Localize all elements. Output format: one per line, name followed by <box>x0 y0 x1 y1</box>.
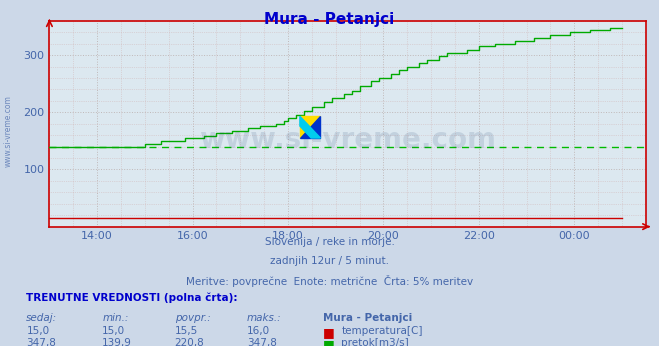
Text: 15,0: 15,0 <box>102 326 125 336</box>
Polygon shape <box>300 116 320 138</box>
Text: Meritve: povprečne  Enote: metrične  Črta: 5% meritev: Meritve: povprečne Enote: metrične Črta:… <box>186 275 473 287</box>
Text: www.si-vreme.com: www.si-vreme.com <box>199 126 496 154</box>
Text: Slovenija / reke in morje.: Slovenija / reke in morje. <box>264 237 395 247</box>
Text: povpr.:: povpr.: <box>175 313 210 323</box>
Text: Mura - Petanjci: Mura - Petanjci <box>323 313 412 323</box>
Text: TRENUTNE VREDNOSTI (polna črta):: TRENUTNE VREDNOSTI (polna črta): <box>26 292 238 303</box>
Text: 347,8: 347,8 <box>26 338 56 346</box>
Text: min.:: min.: <box>102 313 129 323</box>
Text: 15,0: 15,0 <box>26 326 49 336</box>
Text: pretok[m3/s]: pretok[m3/s] <box>341 338 409 346</box>
Text: zadnjih 12ur / 5 minut.: zadnjih 12ur / 5 minut. <box>270 256 389 266</box>
Polygon shape <box>300 116 320 138</box>
Text: ■: ■ <box>323 338 335 346</box>
Text: 220,8: 220,8 <box>175 338 204 346</box>
Text: temperatura[C]: temperatura[C] <box>341 326 423 336</box>
Text: maks.:: maks.: <box>247 313 282 323</box>
Text: sedaj:: sedaj: <box>26 313 57 323</box>
Text: www.si-vreme.com: www.si-vreme.com <box>3 95 13 167</box>
Text: 15,5: 15,5 <box>175 326 198 336</box>
Polygon shape <box>300 116 320 138</box>
Text: 347,8: 347,8 <box>247 338 277 346</box>
Text: 16,0: 16,0 <box>247 326 270 336</box>
Text: ■: ■ <box>323 326 335 339</box>
Text: Mura - Petanjci: Mura - Petanjci <box>264 12 395 27</box>
Text: 139,9: 139,9 <box>102 338 132 346</box>
